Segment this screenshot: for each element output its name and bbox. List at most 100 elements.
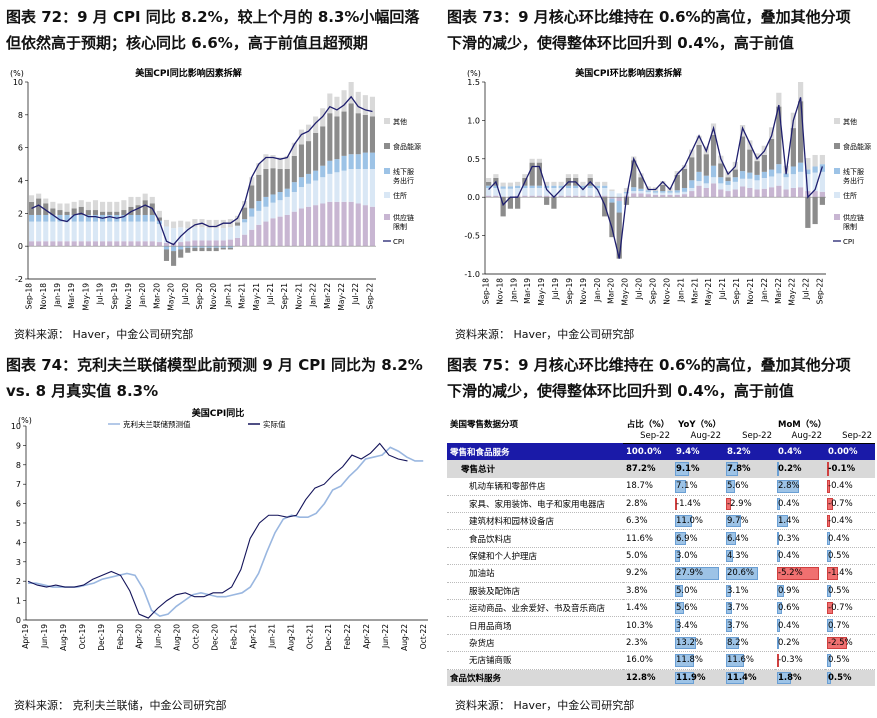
cpi-line — [488, 97, 823, 259]
data-bar — [726, 567, 759, 580]
bar-segment — [242, 219, 248, 223]
bar-segment — [57, 241, 63, 247]
x-tick-label: Jan-19 — [53, 283, 62, 308]
row-yoy-aug: 3.0% — [673, 547, 724, 566]
row-mom-sep: -0.4% — [825, 477, 875, 496]
bar-segment — [493, 185, 499, 188]
bar-segment — [107, 214, 113, 222]
bar-segment — [334, 116, 340, 160]
bar-segment — [192, 240, 198, 247]
x-tick-label: Sep-20 — [649, 278, 658, 305]
cell-value: 11.9% — [676, 673, 706, 684]
bar-segment — [747, 172, 753, 179]
bar-segment — [369, 169, 375, 207]
bar-segment — [92, 221, 99, 242]
bar-segment — [213, 247, 219, 252]
bar-segment — [256, 201, 262, 211]
y-tick-label: 0 — [16, 616, 21, 625]
bar-segment — [178, 249, 184, 258]
row-yoy-aug: 7.1% — [673, 477, 724, 496]
bar-segment — [78, 221, 84, 242]
bar-segment — [551, 185, 557, 188]
x-tick-label: Jul-19 — [96, 283, 105, 306]
bar-segment — [284, 214, 290, 247]
bar-segment — [812, 191, 818, 198]
cell-value: 0.5% — [828, 655, 850, 666]
y-tick-label: 0.5 — [467, 155, 480, 164]
bar-segment — [739, 171, 746, 179]
bar-segment — [227, 246, 233, 248]
data-bar — [675, 619, 681, 632]
cell-value: 20.6% — [727, 568, 755, 579]
x-tick-label: Oct-19 — [78, 624, 87, 649]
bar-segment — [609, 189, 615, 192]
data-bar — [726, 515, 742, 528]
row-mom-aug: 0.4% — [775, 547, 825, 566]
bar-segment — [348, 154, 354, 169]
data-bar — [827, 462, 829, 476]
x-tick-label: Feb-22 — [343, 624, 352, 650]
x-tick-label: Oct-21 — [305, 624, 314, 649]
bar-segment — [220, 219, 226, 229]
fig75-title-line2: 下滑的减少，使得整体环比回升到 0.4%，高于前值 — [447, 382, 794, 400]
bar-segment — [551, 197, 557, 209]
header-mom-blank — [825, 417, 875, 430]
row-yoy-sep: 4.3% — [724, 547, 775, 566]
bar-segment — [128, 214, 134, 222]
bar-segment — [652, 192, 659, 195]
fig74-title-line1: 图表 74：克利夫兰联储模型此前预测 9 月 CPI 同比为 8.2% — [6, 356, 423, 374]
bar-segment — [149, 214, 155, 222]
bar-segment — [107, 201, 113, 212]
bar-segment — [580, 185, 586, 188]
bar-segment — [703, 154, 709, 176]
bar-segment — [256, 174, 262, 202]
y-axis-label: (%) — [18, 416, 32, 425]
cell-value: 0.6% — [778, 603, 800, 614]
bar-segment — [213, 219, 219, 229]
bar-segment — [36, 214, 42, 222]
bar-segment — [602, 195, 608, 198]
bar-segment — [121, 241, 127, 247]
bar-segment — [348, 201, 354, 247]
bar-segment — [718, 177, 724, 184]
bar-segment — [242, 207, 248, 220]
bar-segment — [790, 174, 796, 188]
bar-segment — [609, 198, 615, 203]
chart-title: 美国CPI环比影响因素拆解 — [575, 67, 682, 79]
bar-segment — [227, 227, 233, 240]
row-name: 食品饮料服务 — [447, 669, 623, 687]
bar-segment — [305, 183, 312, 207]
x-tick-label: Sep-19 — [565, 278, 574, 305]
subheader-date: Aug-22 — [673, 430, 724, 444]
bar-segment — [220, 240, 226, 247]
bar-segment — [270, 202, 276, 219]
bar-segment — [305, 124, 312, 142]
bar-segment — [249, 208, 255, 217]
row-share: 11.6% — [623, 529, 673, 548]
bar-segment — [819, 191, 825, 198]
row-mom-sep: 0.5% — [825, 669, 875, 687]
bar-segment — [667, 191, 673, 193]
bar-segment — [163, 249, 170, 261]
table-row: 家具、家用装饰、电子和家用电器店 2.8% -1.4% -2.9% 0.4% -0.7% — [447, 495, 875, 514]
bar-segment — [341, 170, 347, 202]
row-mom-aug: 0.4% — [775, 443, 825, 461]
row-mom-aug: 0.2% — [775, 634, 825, 653]
bar-segment — [797, 82, 804, 102]
bar-segment — [486, 187, 492, 196]
bar-segment — [761, 188, 767, 198]
x-tick-label: Jun-20 — [154, 624, 163, 649]
bar-segment — [689, 180, 695, 188]
cell-value: -1.4% — [676, 498, 701, 509]
bar-segment — [573, 174, 579, 178]
bar-segment — [536, 158, 543, 163]
bar-segment — [507, 182, 513, 187]
bar-segment — [71, 241, 77, 247]
row-mom-sep: 0.00% — [825, 443, 875, 461]
table-header-row: 美国零售数据分项 占比（%） YoY（%） MoM（%） — [447, 417, 875, 430]
bar-segment — [64, 203, 70, 212]
y-tick-label: 2 — [18, 209, 23, 218]
table-row: 保健和个人护理店 5.0% 3.0% 4.3% 0.4% 0.5% — [447, 547, 875, 566]
row-mom-sep: -0.1% — [825, 460, 875, 478]
table-row: 零售和食品服务 100.0% 9.4% 8.2% 0.4% 0.00% — [447, 443, 875, 461]
